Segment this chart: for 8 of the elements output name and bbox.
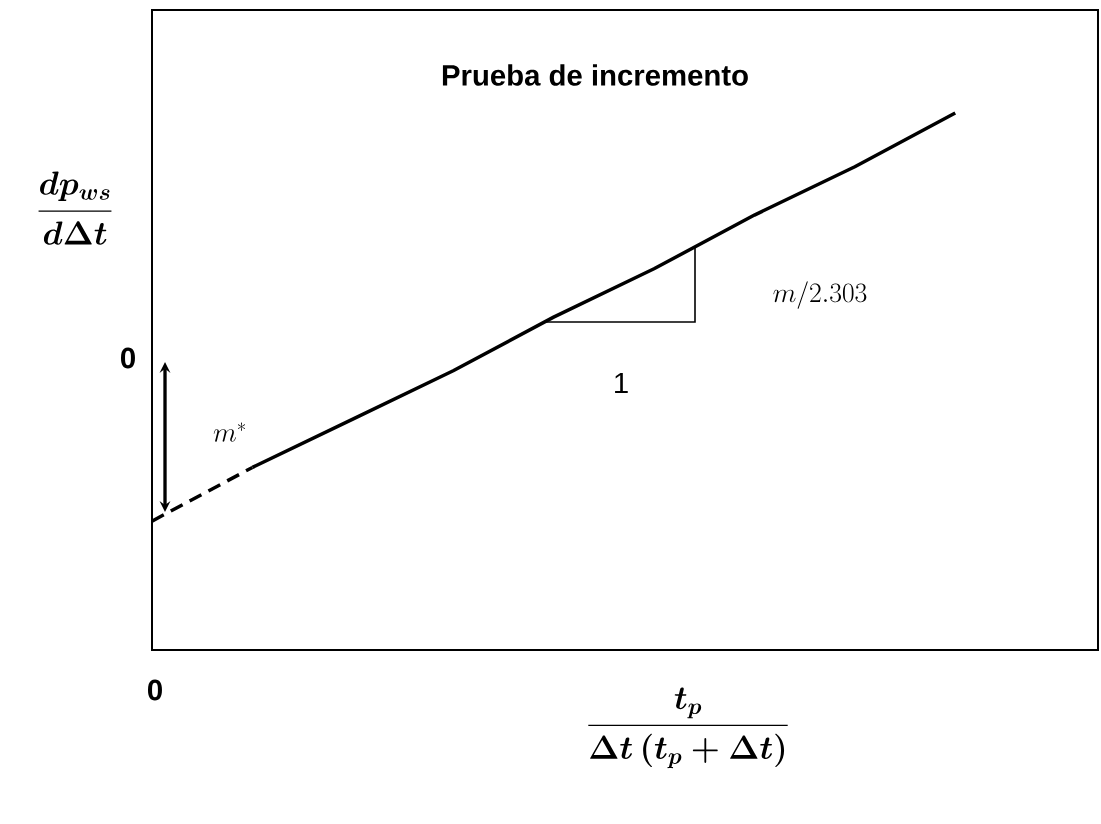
chart-title: Prueba de incremento xyxy=(442,64,748,86)
annotation: $m/2.303$ xyxy=(773,281,867,309)
annotation: 1 xyxy=(615,372,628,394)
annotation: 0 xyxy=(121,347,135,369)
text: 0 xyxy=(148,679,162,701)
x-axis-title: $\bm{\frac{t_p}{\Delta t\left(t_p+\Delta t\right)}}$ xyxy=(588,687,788,769)
annotation: $m^*$ xyxy=(213,422,246,442)
y-axis-title: $\bm{\frac{dp_{ws}}{d\Delta t}}$ xyxy=(38,171,112,245)
